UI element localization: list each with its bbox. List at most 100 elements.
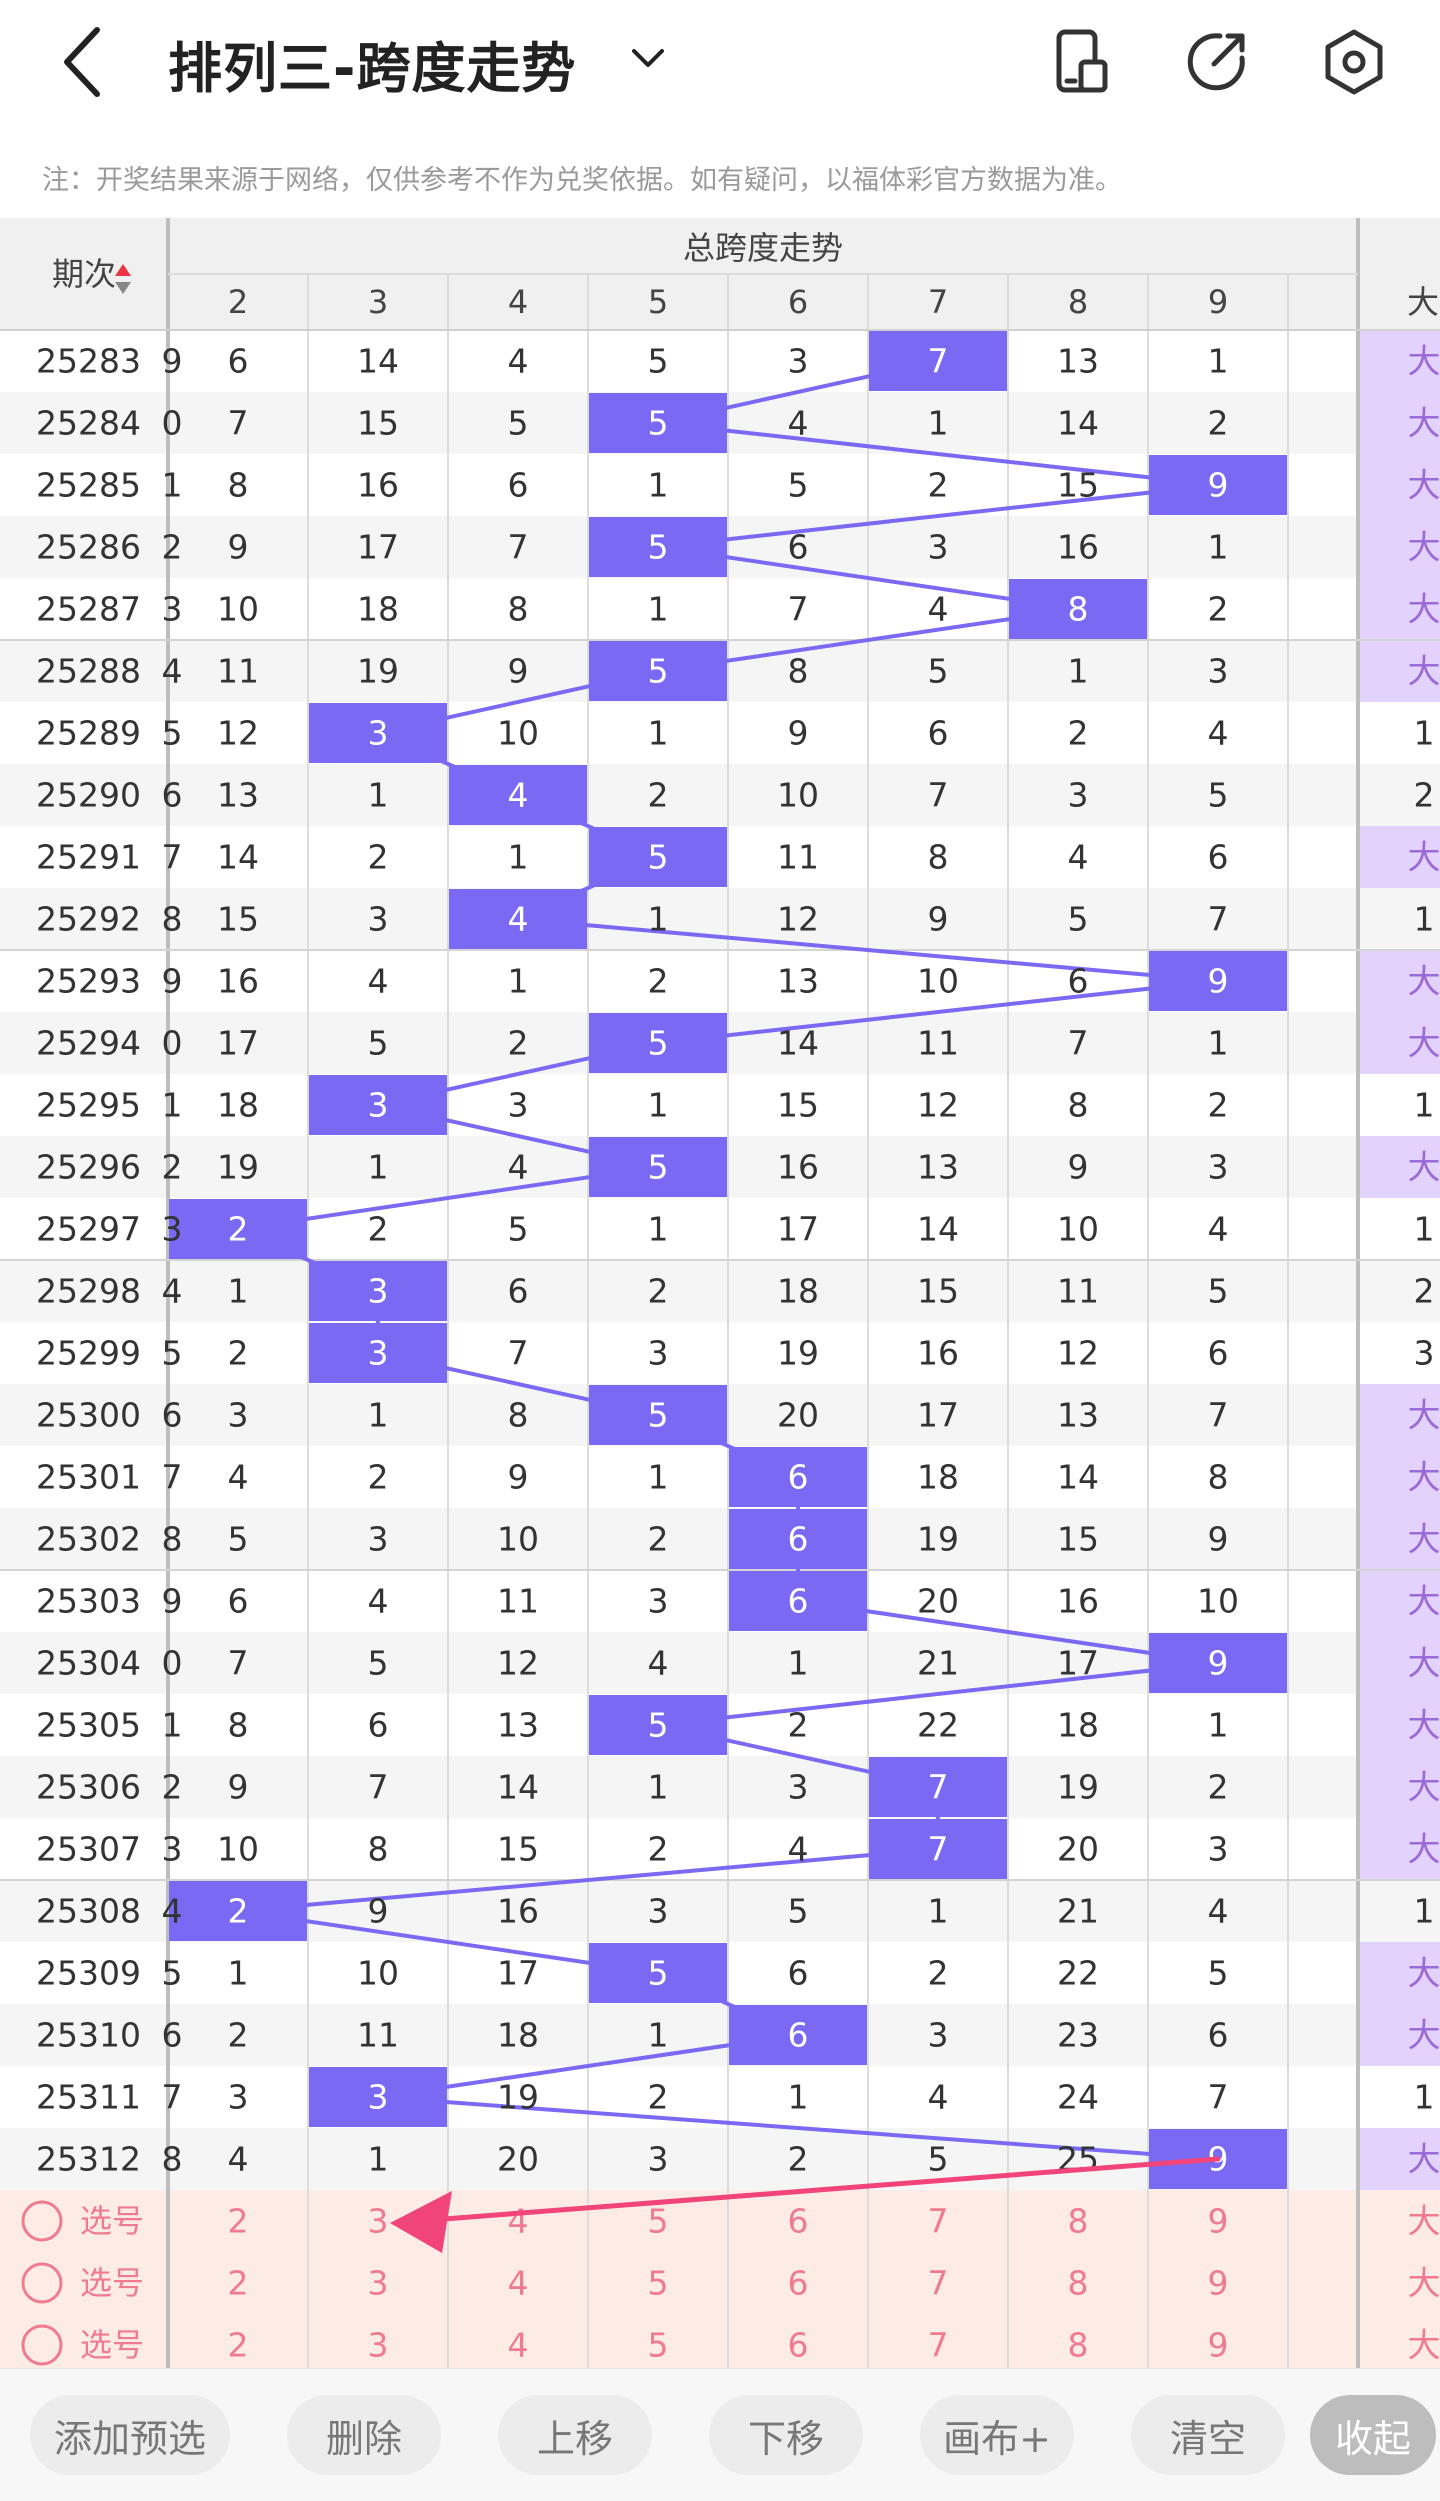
omission-value: 12 [917,1086,959,1125]
select-number[interactable]: 4 [508,2202,529,2241]
omission-value: 1 [648,1458,669,1497]
hit-value: 2 [228,1210,249,1249]
select-number[interactable]: 6 [788,2202,809,2241]
period-cell: 25283 [36,342,141,381]
omission-value: 8 [508,1396,529,1435]
select-number[interactable]: 2 [228,2202,249,2241]
select-number[interactable]: 3 [368,2326,389,2365]
omission-value: 23 [1057,2016,1099,2055]
right-cell: 大 [1408,2016,1440,2055]
omission-value: 5 [508,1210,529,1249]
select-number[interactable]: 8 [1068,2202,1089,2241]
omission-value: 1 [1068,652,1089,691]
select-number[interactable]: 5 [648,2326,669,2365]
right-cell: 大 [1408,466,1440,505]
omission-value: 5 [368,1644,389,1683]
omission-value: 22 [917,1706,959,1745]
omission-value: 7 [1208,2078,1229,2117]
omission-value: 20 [497,2140,539,2179]
omission-value: 13 [917,1148,959,1187]
select-number[interactable]: 6 [788,2264,809,2303]
omission-value: 7 [1208,900,1229,939]
select-number[interactable]: 8 [1068,2264,1089,2303]
period-cell: 25292 [36,900,141,939]
select-number[interactable]: 2 [228,2326,249,2365]
phone-layout-icon[interactable] [1045,26,1117,98]
omission-value: 1 [228,1272,249,1311]
right-cell: 1 [1414,2078,1435,2117]
omission-value: 3 [1208,1830,1229,1869]
omission-value: 1 [368,776,389,815]
period-cell: 25287 [36,590,141,629]
select-number[interactable]: 3 [368,2264,389,2303]
omission-value: 13 [777,962,819,1001]
partial-left-cell: 8 [162,2140,183,2179]
select-number[interactable]: 3 [368,2202,389,2241]
chevron-down-icon[interactable] [628,38,668,78]
collapse-button[interactable]: 收起 [1310,2395,1436,2475]
omission-value: 14 [497,1768,539,1807]
move-down-button[interactable]: 下移 [709,2395,863,2475]
canvas-plus-button[interactable]: 画布+ [920,2395,1074,2475]
omission-value: 10 [777,776,819,815]
omission-value: 20 [1057,1830,1099,1869]
period-cell: 25288 [36,652,141,691]
omission-value: 1 [1208,342,1229,381]
omission-value: 16 [1057,1582,1099,1621]
settings-icon[interactable] [1318,26,1390,98]
right-cell: 1 [1414,900,1435,939]
right-cell: 大 [1408,1644,1440,1683]
omission-value: 6 [228,342,249,381]
delete-button[interactable]: 删除 [287,2395,441,2475]
move-up-button[interactable]: 上移 [498,2395,652,2475]
select-number[interactable]: 2 [228,2264,249,2303]
omission-value: 10 [1057,1210,1099,1249]
select-number[interactable]: 5 [648,2202,669,2241]
column-header: 7 [928,283,948,321]
select-number[interactable]: 5 [648,2264,669,2303]
select-label: 选号 [80,2326,144,2364]
select-number[interactable]: 6 [788,2326,809,2365]
omission-value: 16 [777,1148,819,1187]
select-number[interactable]: 7 [928,2264,949,2303]
omission-value: 11 [217,652,259,691]
select-number[interactable]: 4 [508,2326,529,2365]
right-cell: 1 [1414,1086,1435,1125]
omission-value: 19 [497,2078,539,2117]
omission-value: 9 [228,1768,249,1807]
select-number[interactable]: 8 [1068,2326,1089,2365]
omission-value: 17 [497,1954,539,1993]
omission-value: 7 [1068,1024,1089,1063]
select-number[interactable]: 7 [928,2326,949,2365]
hit-value: 5 [648,1954,669,1993]
omission-value: 17 [777,1210,819,1249]
omission-value: 2 [1068,714,1089,753]
back-arrow-icon[interactable] [55,22,115,102]
clear-button[interactable]: 清空 [1131,2395,1285,2475]
omission-value: 4 [368,962,389,1001]
omission-value: 2 [368,838,389,877]
omission-value: 7 [368,1768,389,1807]
select-number[interactable]: 4 [508,2264,529,2303]
omission-value: 5 [788,466,809,505]
omission-value: 1 [648,590,669,629]
omission-value: 16 [217,962,259,1001]
omission-value: 8 [788,652,809,691]
omission-value: 21 [917,1644,959,1683]
omission-value: 1 [648,466,669,505]
share-icon[interactable] [1180,26,1252,98]
select-number[interactable]: 9 [1208,2326,1229,2365]
omission-value: 16 [917,1334,959,1373]
select-number[interactable]: 7 [928,2202,949,2241]
select-number[interactable]: 9 [1208,2264,1229,2303]
omission-value: 4 [1068,838,1089,877]
period-header: 期次 [52,255,116,293]
period-cell: 25310 [36,2016,141,2055]
add-preselect-button[interactable]: 添加预选 [30,2395,230,2475]
partial-left-cell: 7 [162,1458,183,1497]
omission-value: 17 [357,528,399,567]
partial-left-cell: 4 [162,1892,183,1931]
select-number[interactable]: 9 [1208,2202,1229,2241]
period-cell: 25295 [36,1086,141,1125]
